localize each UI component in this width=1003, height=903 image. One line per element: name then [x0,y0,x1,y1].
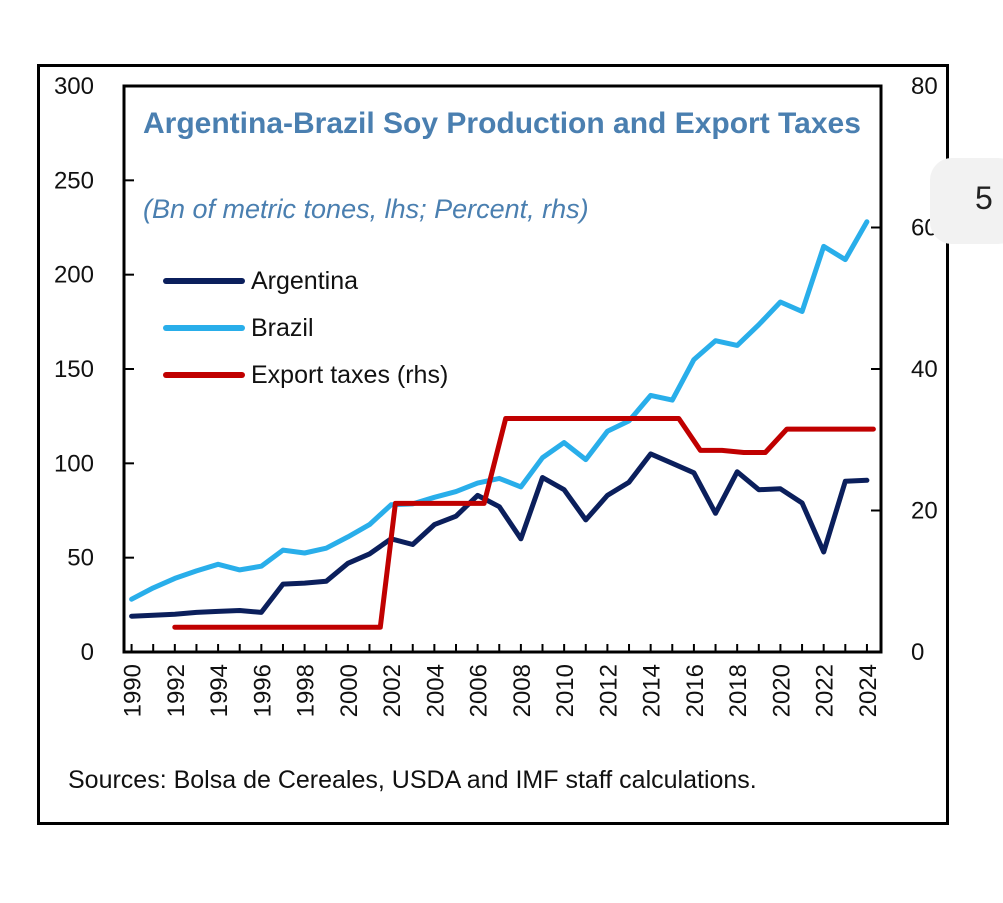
series-line-argentina [129,451,870,619]
legend-swatch-export-taxes [163,372,245,378]
x-tick-label: 2022 [812,664,839,717]
y-left-tick-label: 200 [54,262,94,289]
source-note: Sources: Bolsa de Cereales, USDA and IMF… [68,766,757,794]
series-line-export-taxes-rhs [172,416,876,630]
y-left-tick-label: 250 [54,167,94,194]
x-tick-label: 2000 [336,664,363,717]
legend-label-brazil: Brazil [251,313,314,342]
x-tick-label: 2004 [422,664,449,717]
legend-label-argentina: Argentina [251,266,359,295]
x-tick-label: 2020 [768,664,795,717]
series-line-brazil [129,219,870,602]
x-tick-label: 2012 [595,664,622,717]
legend-label-export-taxes: Export taxes (rhs) [251,360,449,389]
x-tick-label: 2006 [466,664,493,717]
y-right-tick-label: 20 [911,498,938,525]
x-tick-label: 2002 [379,664,406,717]
chart-subtitle: (Bn of metric tones, lhs; Percent, rhs) [143,194,589,224]
y-right-tick-label: 0 [911,639,924,666]
legend-item-argentina: Argentina [163,266,358,296]
y-left-tick-label: 300 [54,73,94,100]
y-right-tick-label: 40 [911,356,938,383]
x-tick-label: 1998 [293,664,320,717]
legend-swatch-brazil [163,325,245,331]
legend-item-brazil: Brazil [163,313,314,343]
y-right-tick-label: 80 [911,73,938,100]
chart-frame [37,64,949,825]
x-tick-label: 2018 [725,664,752,717]
y-left-tick-label: 0 [81,639,94,666]
x-tick-label: 2016 [682,664,709,717]
x-tick-label: 2010 [552,664,579,717]
chart-title: Argentina-Brazil Soy Production and Expo… [143,107,861,140]
legend-swatch-argentina [163,278,245,284]
x-tick-label: 1994 [206,664,233,717]
x-tick-label: 2024 [855,664,882,717]
page-number-fragment [930,158,1003,244]
y-left-tick-label: 50 [67,545,94,572]
x-tick-label: 1992 [163,664,190,717]
y-left-tick-label: 150 [54,356,94,383]
x-tick-label: 1990 [120,664,147,717]
x-tick-label: 2008 [509,664,536,717]
legend-item-export-taxes: Export taxes (rhs) [163,360,448,390]
y-left-tick-label: 100 [54,450,94,477]
page-number-text: 5 [975,180,993,216]
x-tick-label: 2014 [639,664,666,717]
x-tick-label: 1996 [249,664,276,717]
